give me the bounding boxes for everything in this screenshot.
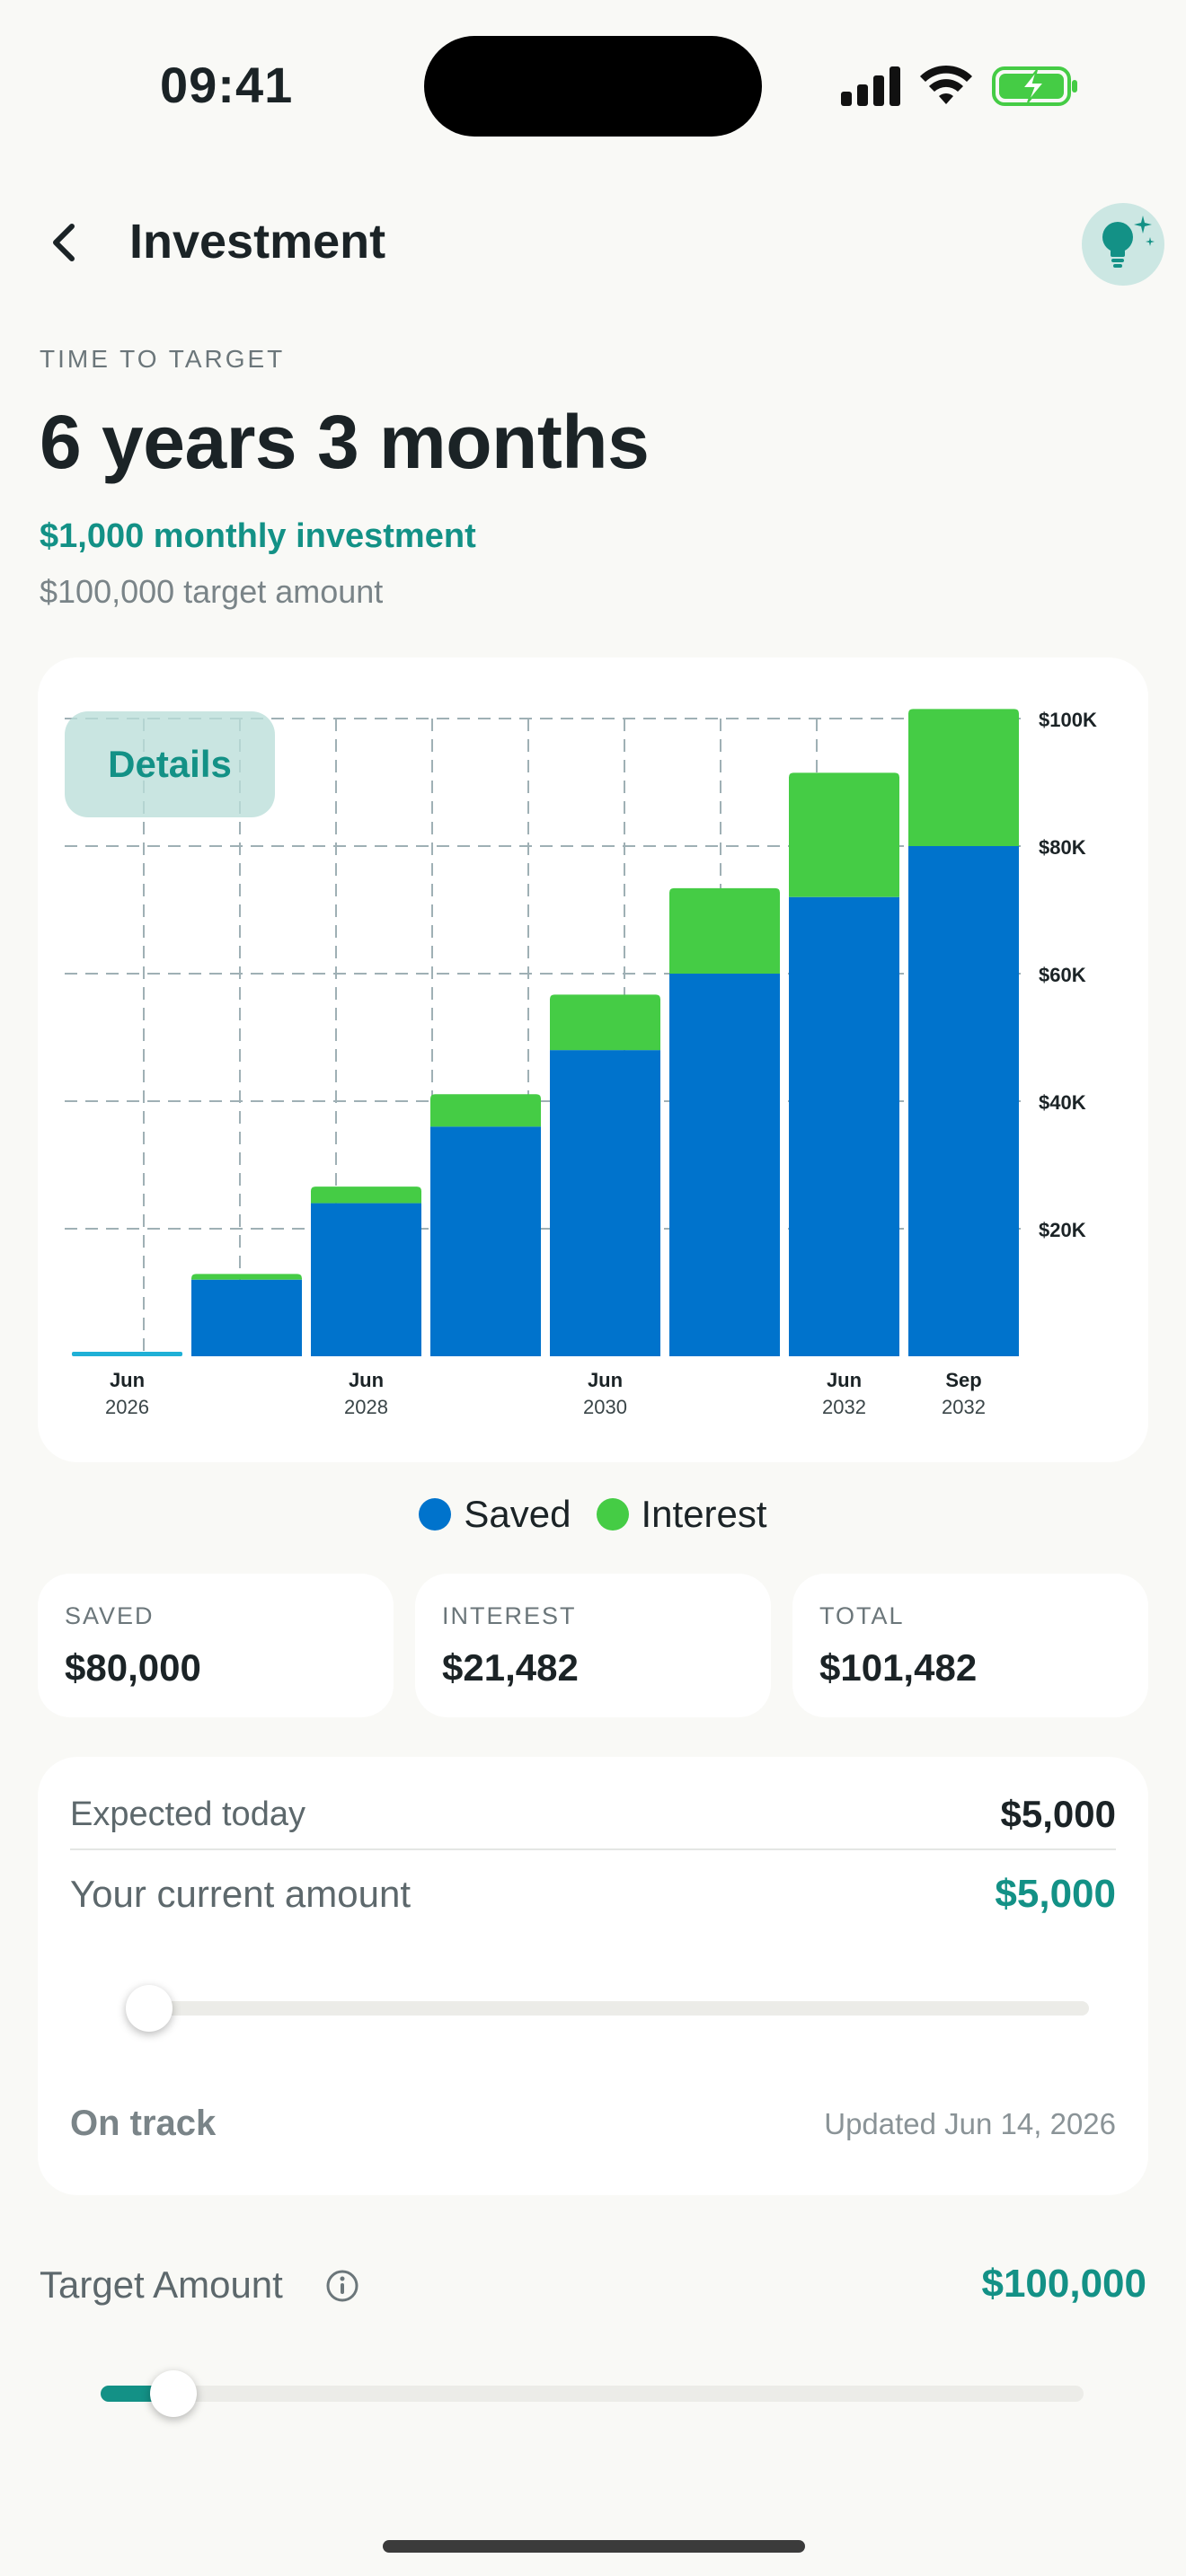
legend-swatch-saved <box>419 1498 452 1531</box>
stat-label: TOTAL <box>819 1602 905 1629</box>
x-tick-month: Sep <box>945 1369 981 1391</box>
target-amount-label: Target Amount <box>40 2263 283 2306</box>
stat-card-saved: SAVED $80,000 <box>38 1574 394 1717</box>
bar-interest <box>669 887 780 974</box>
x-tick-year: 2030 <box>583 1396 627 1418</box>
x-tick-year: 2032 <box>942 1396 986 1418</box>
x-tick-month: Jun <box>588 1369 623 1391</box>
y-tick-label: $100K <box>1039 709 1097 731</box>
bar-interest <box>191 1274 302 1280</box>
stat-value: $101,482 <box>819 1646 978 1689</box>
divider <box>70 1848 1116 1850</box>
time-to-target: 6 years 3 months <box>40 400 650 484</box>
y-tick-label: $20K <box>1039 1219 1086 1241</box>
tip-button[interactable] <box>1082 203 1164 286</box>
monthly-investment: $1,000 monthly investment <box>40 517 476 555</box>
y-tick-label: $60K <box>1039 964 1086 986</box>
x-tick-year: 2028 <box>344 1396 388 1418</box>
x-tick-month: Jun <box>349 1369 384 1391</box>
stat-card-total: TOTAL $101,482 <box>792 1574 1148 1717</box>
stacked-bar-chart: $20K $40K $60K $80K $100K Jun 2026 Jun 2028 Jun 20… <box>65 709 1097 1418</box>
section-eyebrow: TIME TO TARGET <box>40 345 286 373</box>
updated-timestamp: Updated Jun 14, 2026 <box>824 2106 1116 2140</box>
legend-swatch-interest <box>596 1498 629 1531</box>
y-tick-label: $80K <box>1039 836 1086 859</box>
expected-value: $5,000 <box>1000 1793 1116 1835</box>
target-amount-value: $100,000 <box>981 2262 1146 2306</box>
expected-row: Expected today $5,000 <box>70 1793 1116 1836</box>
bar-interest <box>789 772 899 897</box>
bar-interest <box>430 1094 541 1127</box>
legend-label-saved: Saved <box>464 1493 571 1535</box>
info-icon[interactable] <box>325 2269 359 2303</box>
stat-value: $80,000 <box>65 1646 201 1689</box>
current-amount-slider[interactable] <box>126 1985 1089 2032</box>
bar-saved <box>550 1050 660 1356</box>
bar-interest <box>550 994 660 1051</box>
bar-saved <box>908 846 1019 1356</box>
cellular-signal-icon <box>841 66 900 106</box>
target-amount-slider-knob[interactable] <box>149 2370 197 2417</box>
target-amount-slider[interactable] <box>101 2370 1084 2417</box>
stat-label: SAVED <box>65 1602 155 1629</box>
page-title: Investment <box>129 215 386 269</box>
lightbulb-sparkle-icon <box>1102 216 1155 268</box>
y-tick-label: $40K <box>1039 1091 1086 1114</box>
dynamic-island <box>424 36 762 137</box>
current-amount-value: $5,000 <box>995 1872 1116 1916</box>
expected-label: Expected today <box>70 1795 305 1833</box>
bar-saved <box>191 1279 302 1356</box>
current-amount-slider-knob[interactable] <box>126 1985 173 2032</box>
x-tick-month: Jun <box>827 1369 862 1391</box>
bar-saved <box>669 974 780 1356</box>
status-label: On track <box>70 2104 217 2143</box>
current-amount-row: Your current amount $5,000 <box>70 1872 1116 1917</box>
battery-charging-icon <box>992 66 1077 106</box>
bar-interest <box>908 709 1019 846</box>
x-tick-month: Jun <box>110 1369 145 1391</box>
x-tick-year: 2032 <box>822 1396 866 1418</box>
chart-card: $20K $40K $60K $80K $100K Jun 2026 Jun 2028 Jun 20… <box>38 657 1148 1462</box>
home-indicator[interactable] <box>383 2540 805 2553</box>
progress-card: Expected today $5,000 Your current amoun… <box>38 1757 1148 2195</box>
status-row: On track Updated Jun 14, 2026 <box>70 2104 1116 2144</box>
stat-card-interest: INTEREST $21,482 <box>415 1574 771 1717</box>
legend-item-saved: Saved <box>419 1493 571 1536</box>
chart-legend: Saved Interest <box>0 1493 1186 1536</box>
stat-label: INTEREST <box>442 1602 577 1629</box>
bar-interest <box>311 1187 421 1204</box>
wifi-icon <box>920 65 972 104</box>
bar-saved <box>430 1126 541 1356</box>
legend-label-interest: Interest <box>641 1493 767 1535</box>
bar-saved <box>311 1203 421 1356</box>
status-time: 09:41 <box>160 57 294 113</box>
target-amount-summary: $100,000 target amount <box>40 573 384 610</box>
back-chevron-icon[interactable] <box>45 219 84 266</box>
legend-item-interest: Interest <box>596 1493 767 1536</box>
details-button[interactable]: Details <box>65 711 275 817</box>
bar-saved <box>72 1352 182 1356</box>
bar-saved <box>789 896 899 1356</box>
x-tick-year: 2026 <box>105 1396 149 1418</box>
current-amount-label: Your current amount <box>70 1873 412 1915</box>
stat-value: $21,482 <box>442 1646 579 1689</box>
